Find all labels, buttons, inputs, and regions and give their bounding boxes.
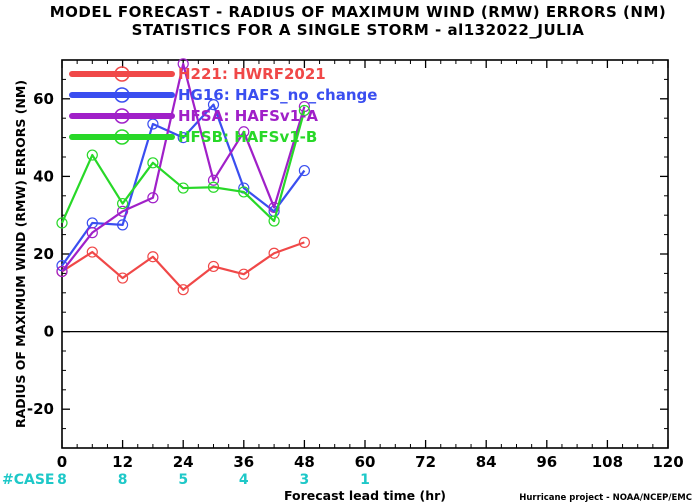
- x-tick-label: 72: [415, 453, 436, 471]
- case-count: 5: [178, 472, 188, 488]
- data-point: [86, 246, 98, 258]
- data-point: [238, 186, 250, 198]
- y-axis-label: RADIUS OF MAXIMUM WIND (RMW) ERRORS (NM): [13, 80, 28, 428]
- data-point: [207, 260, 220, 273]
- legend-item-1: H221: HWRF2021: [69, 65, 326, 83]
- data-point: [268, 215, 280, 227]
- data-point: [116, 205, 129, 217]
- data-point: [56, 217, 68, 229]
- data-point: [177, 284, 189, 296]
- case-count: 3: [300, 472, 310, 488]
- case-count: 4: [239, 472, 249, 488]
- y-tick-label: 60: [33, 90, 54, 108]
- plot-area: H221: HWRF2021 HG16: HAFS_no_change HFSA: …: [56, 58, 669, 449]
- data-point: [56, 265, 68, 278]
- x-tick-label: 24: [173, 453, 194, 471]
- legend-marker: [114, 66, 130, 82]
- data-point: [268, 201, 280, 214]
- data-point: [207, 99, 220, 111]
- series-1: [56, 236, 310, 296]
- data-point: [268, 247, 280, 259]
- legend-item-3: HFSA: HAFSv1-A: [69, 107, 318, 125]
- chart-subtitle: STATISTICS FOR A SINGLE STORM - al132022…: [132, 21, 585, 39]
- credit-text: Hurricane project - NOAA/NCEP/EMC: [519, 493, 692, 503]
- x-tick-label: 60: [355, 453, 376, 471]
- data-point: [207, 174, 220, 186]
- data-point: [86, 149, 98, 161]
- data-point: [147, 192, 159, 204]
- data-point: [207, 181, 220, 193]
- data-point: [147, 118, 159, 130]
- y-tick-label: -20: [27, 400, 54, 418]
- legend-marker: [114, 108, 130, 124]
- data-point: [238, 268, 250, 280]
- axis-ticks: [61, 59, 669, 449]
- legend-label: H221: HWRF2021: [178, 65, 326, 83]
- data-point: [238, 126, 250, 138]
- x-tick-label: 0: [57, 453, 67, 471]
- case-counts: 8 8 5 4 3 1: [57, 472, 370, 488]
- series-line: [61, 241, 305, 291]
- series-line: [61, 62, 306, 273]
- x-tick-label: 96: [536, 453, 557, 471]
- case-label: #CASE: [2, 472, 55, 488]
- data-point: [86, 227, 98, 239]
- legend: H221: HWRF2021 HG16: HAFS_no_change HFSA: …: [69, 65, 377, 146]
- legend-marker: [114, 129, 130, 145]
- x-tick-label: 120: [652, 453, 683, 471]
- x-tick-label: 12: [112, 453, 133, 471]
- y-tick-label: 0: [44, 323, 54, 341]
- legend-label: HFSB: HAFSv1-B: [178, 128, 317, 146]
- data-point: [298, 104, 310, 117]
- data-point: [116, 219, 129, 231]
- data-point: [177, 182, 189, 194]
- case-count: 1: [360, 472, 370, 488]
- y-tick-label: 40: [33, 167, 54, 185]
- legend-label: HFSA: HAFSv1-A: [178, 107, 318, 125]
- x-tick-label: 36: [233, 453, 254, 471]
- series-layer: [56, 58, 310, 296]
- x-tick-label: 84: [476, 453, 497, 471]
- data-point: [177, 58, 189, 70]
- data-point: [147, 157, 159, 169]
- case-count: 8: [57, 472, 67, 488]
- legend-marker: [114, 87, 130, 103]
- data-point: [116, 272, 129, 284]
- x-tick-labels: 0 12 24 36 48 60 72 84 96 108 120: [57, 453, 684, 471]
- y-tick-labels: 60 40 20 0 -20: [27, 90, 54, 418]
- data-point: [177, 132, 189, 144]
- legend-label: HG16: HAFS_no_change: [178, 86, 377, 104]
- legend-item-2: HG16: HAFS_no_change: [69, 86, 377, 104]
- series-2: [56, 99, 310, 272]
- legend-item-4: HFSB: HAFSv1-B: [69, 128, 317, 146]
- x-axis-label: Forecast lead time (hr): [284, 488, 446, 503]
- series-line: [61, 103, 306, 267]
- data-point: [147, 251, 159, 263]
- chart-title: MODEL FORECAST - RADIUS OF MAXIMUM WIND …: [50, 3, 667, 21]
- x-tick-label: 108: [592, 453, 623, 471]
- series-4: [56, 104, 310, 229]
- data-point: [298, 236, 310, 248]
- series-line: [60, 110, 306, 224]
- case-count: 8: [118, 472, 128, 488]
- y-tick-label: 20: [33, 245, 54, 263]
- data-point: [298, 164, 310, 177]
- x-tick-label: 48: [294, 453, 315, 471]
- data-point: [116, 197, 129, 210]
